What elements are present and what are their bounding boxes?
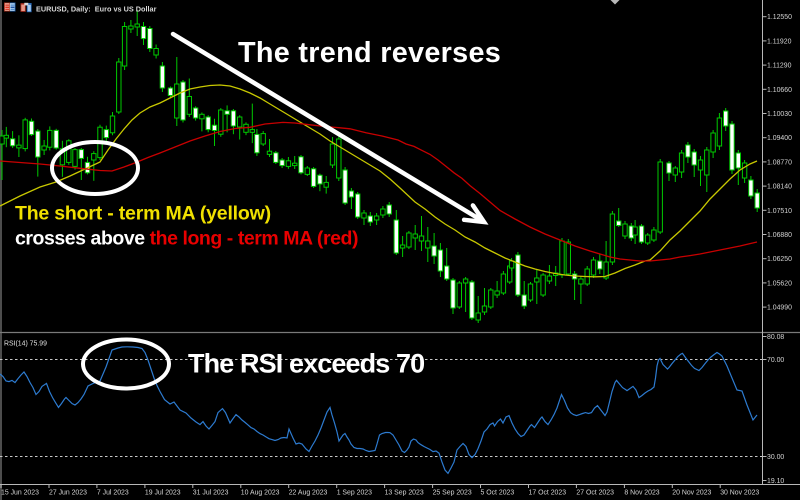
svg-text:17 Oct 2023: 17 Oct 2023 bbox=[529, 490, 567, 497]
svg-text:19.10: 19.10 bbox=[767, 478, 784, 485]
svg-text:The RSI exceeds 70: The RSI exceeds 70 bbox=[188, 349, 424, 379]
svg-text:25 Sep 2023: 25 Sep 2023 bbox=[433, 490, 472, 497]
svg-text:1.07510: 1.07510 bbox=[767, 208, 792, 215]
svg-text:30.00: 30.00 bbox=[767, 454, 784, 461]
svg-text:13 Sep 2023: 13 Sep 2023 bbox=[385, 490, 424, 497]
svg-text:1.04990: 1.04990 bbox=[767, 305, 792, 312]
svg-text:1.06880: 1.06880 bbox=[767, 232, 792, 239]
svg-text:10 Aug 2023: 10 Aug 2023 bbox=[241, 490, 280, 497]
svg-text:5 Oct 2023: 5 Oct 2023 bbox=[481, 490, 515, 497]
svg-text:1.10030: 1.10030 bbox=[767, 111, 792, 118]
svg-text:80.08: 80.08 bbox=[767, 334, 784, 341]
svg-text:30 Nov 2023: 30 Nov 2023 bbox=[720, 490, 759, 497]
svg-text:1.12550: 1.12550 bbox=[767, 14, 792, 21]
svg-text:19 Jul 2023: 19 Jul 2023 bbox=[145, 490, 181, 497]
svg-text:15 Jun 2023: 15 Jun 2023 bbox=[1, 490, 39, 497]
svg-text:8 Nov 2023: 8 Nov 2023 bbox=[624, 490, 659, 497]
svg-text:1.11290: 1.11290 bbox=[767, 63, 792, 70]
svg-text:1.05620: 1.05620 bbox=[767, 280, 792, 287]
svg-text:crosses above the long - term: crosses above the long - term MA (red) bbox=[15, 228, 358, 250]
svg-text:20 Nov 2023: 20 Nov 2023 bbox=[672, 490, 711, 497]
svg-text:1.11920: 1.11920 bbox=[767, 38, 792, 45]
svg-text:1.09400: 1.09400 bbox=[767, 135, 792, 142]
svg-text:The short - term MA (yellow): The short - term MA (yellow) bbox=[15, 203, 271, 225]
svg-text:27 Oct 2023: 27 Oct 2023 bbox=[576, 490, 614, 497]
svg-text:1.06250: 1.06250 bbox=[767, 256, 792, 263]
svg-text:22 Aug 2023: 22 Aug 2023 bbox=[289, 490, 328, 497]
svg-text:1 Sep 2023: 1 Sep 2023 bbox=[337, 490, 372, 497]
svg-text:7 Jul 2023: 7 Jul 2023 bbox=[97, 490, 129, 497]
svg-text:1.08140: 1.08140 bbox=[767, 184, 792, 191]
svg-text:1.08770: 1.08770 bbox=[767, 159, 792, 166]
svg-text:1.10660: 1.10660 bbox=[767, 87, 792, 94]
svg-text:27 Jun 2023: 27 Jun 2023 bbox=[49, 490, 87, 497]
svg-text:RSI(14) 75.99: RSI(14) 75.99 bbox=[4, 341, 47, 348]
svg-text:EURUSD, Daily: Euro vs US Dol: EURUSD, Daily: Euro vs US Dollar bbox=[36, 5, 157, 14]
svg-text:70.00: 70.00 bbox=[767, 357, 784, 364]
svg-text:The trend reverses: The trend reverses bbox=[238, 37, 501, 69]
svg-text:31 Jul 2023: 31 Jul 2023 bbox=[193, 490, 229, 497]
